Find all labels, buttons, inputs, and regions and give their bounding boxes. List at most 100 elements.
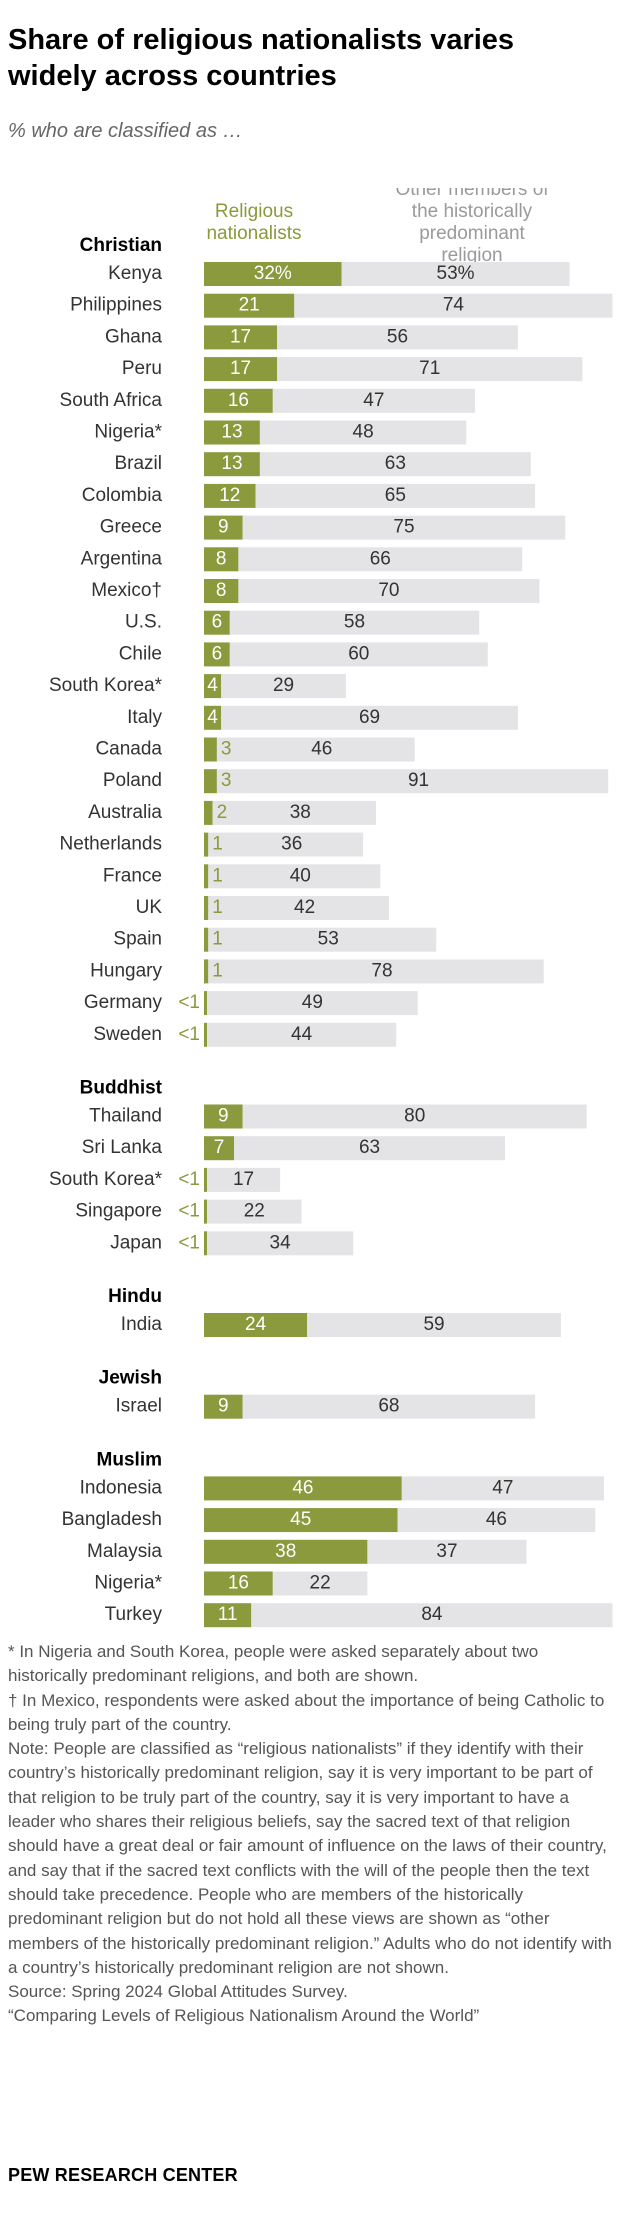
data-label-religious-nationalists: 32% [254,263,292,284]
chart-subtitle: % who are classified as … [8,120,243,142]
data-label-other-members: 53 [318,929,339,950]
bar-religious-nationalists [204,420,260,445]
bar-other-members [367,1539,527,1564]
bar-other-members [207,1022,397,1047]
group-heading: Buddhist [80,1078,163,1099]
legend-label-other-members: religion [441,245,502,266]
data-label-religious-nationalists: 1 [212,960,223,981]
group-heading: Muslim [97,1449,162,1470]
bar-religious-nationalists [204,325,278,350]
bar-other-members [207,1199,302,1224]
bar-other-members [207,991,418,1016]
data-label-other-members: 34 [270,1232,292,1253]
bar-religious-nationalists [204,1394,243,1419]
data-label-other-members: 63 [385,453,406,474]
bar-other-members [208,896,389,920]
data-label-religious-nationalists: <1 [178,1201,200,1222]
data-label-other-members: 63 [359,1137,380,1158]
data-label-other-members: 75 [393,517,414,538]
bar-other-members [208,864,381,889]
note-report-title: “Comparing Levels of Religious Nationali… [8,2006,480,2026]
bar-religious-nationalists [204,959,209,984]
data-label-other-members: 42 [294,897,315,918]
country-label: South Africa [60,390,163,411]
country-label: Chile [119,643,162,664]
data-label-other-members: 60 [348,643,369,664]
data-label-religious-nationalists: <1 [178,992,200,1013]
country-label: Greece [100,517,162,538]
country-label: India [121,1314,163,1335]
country-label: Bangladesh [62,1509,162,1530]
data-label-other-members: 22 [244,1201,265,1222]
data-label-religious-nationalists: 6 [212,643,223,664]
country-label: Australia [88,802,162,823]
bar-religious-nationalists [204,515,243,540]
country-label: Spain [113,929,162,950]
group-heading: Christian [80,235,162,256]
bar-religious-nationalists [204,1136,235,1161]
country-label: Netherlands [60,834,162,855]
bar-religious-nationalists [204,1539,368,1564]
data-label-religious-nationalists: 4 [207,707,218,728]
country-label: Philippines [70,295,162,316]
data-label-other-members: 44 [291,1024,313,1045]
chart-notes: * In Nigeria and South Korea, people wer… [8,1640,612,2029]
data-label-religious-nationalists: 24 [245,1314,267,1335]
country-label: Japan [110,1232,162,1253]
legend-label-other-members: the historically [412,201,533,222]
data-label-other-members: 17 [233,1169,254,1190]
country-label: Sri Lanka [82,1137,163,1158]
data-label-religious-nationalists: 1 [212,865,223,886]
bar-other-members [208,959,544,984]
data-label-religious-nationalists: 2 [217,802,228,823]
bar-religious-nationalists [204,832,209,857]
data-label-religious-nationalists: 46 [292,1477,313,1498]
bar-religious-nationalists [204,610,230,635]
group-heading: Jewish [99,1368,162,1389]
data-label-religious-nationalists: 12 [219,485,240,506]
data-label-religious-nationalists: 7 [214,1137,225,1158]
country-label: Israel [116,1396,162,1417]
data-label-other-members: 49 [302,992,323,1013]
data-label-other-members: 59 [423,1314,444,1335]
footer-branding: PEW RESEARCH CENTER [8,2165,238,2185]
bar-religious-nationalists [204,262,342,286]
data-label-religious-nationalists: <1 [178,1232,200,1253]
chart-title: Share of religious nationalists varies w… [8,24,515,92]
bar-other-members [207,1167,281,1192]
data-label-religious-nationalists: 9 [218,1396,229,1417]
country-label: Mexico† [91,580,162,601]
bar-religious-nationalists [204,927,209,952]
bar-religious-nationalists [204,1508,398,1533]
country-label: Nigeria* [94,1573,162,1594]
bar-other-members [259,452,531,477]
bar-religious-nationalists [204,769,217,794]
data-label-religious-nationalists: 3 [221,770,232,791]
data-label-other-members: 46 [311,739,332,760]
country-label: Germany [84,992,163,1013]
bar-other-members [277,325,518,350]
note-source: Source: Spring 2024 Global Attitudes Sur… [8,1982,348,2002]
country-label: Nigeria* [94,422,162,443]
data-label-religious-nationalists: <1 [178,1024,200,1045]
country-label: Turkey [105,1604,163,1625]
bar-other-members [401,1476,604,1501]
data-label-other-members: 22 [310,1573,331,1594]
data-label-other-members: 84 [421,1604,443,1625]
data-label-religious-nationalists: 1 [212,929,223,950]
data-label-religious-nationalists: 16 [228,390,249,411]
country-label: Italy [127,707,162,728]
bar-other-members [307,1313,561,1337]
bar-religious-nationalists [204,357,278,382]
bar-religious-nationalists [204,452,260,477]
data-label-religious-nationalists: 16 [228,1573,249,1594]
country-label: Poland [103,770,162,791]
bar-religious-nationalists [204,642,230,667]
data-label-other-members: 80 [404,1106,425,1127]
data-label-religious-nationalists: 21 [239,295,260,316]
bar-other-members [341,262,570,286]
country-label: Indonesia [80,1477,163,1498]
country-label: South Korea* [49,1169,163,1190]
legend-label-other-members: predominant [419,223,525,244]
data-label-religious-nationalists: 8 [216,580,227,601]
